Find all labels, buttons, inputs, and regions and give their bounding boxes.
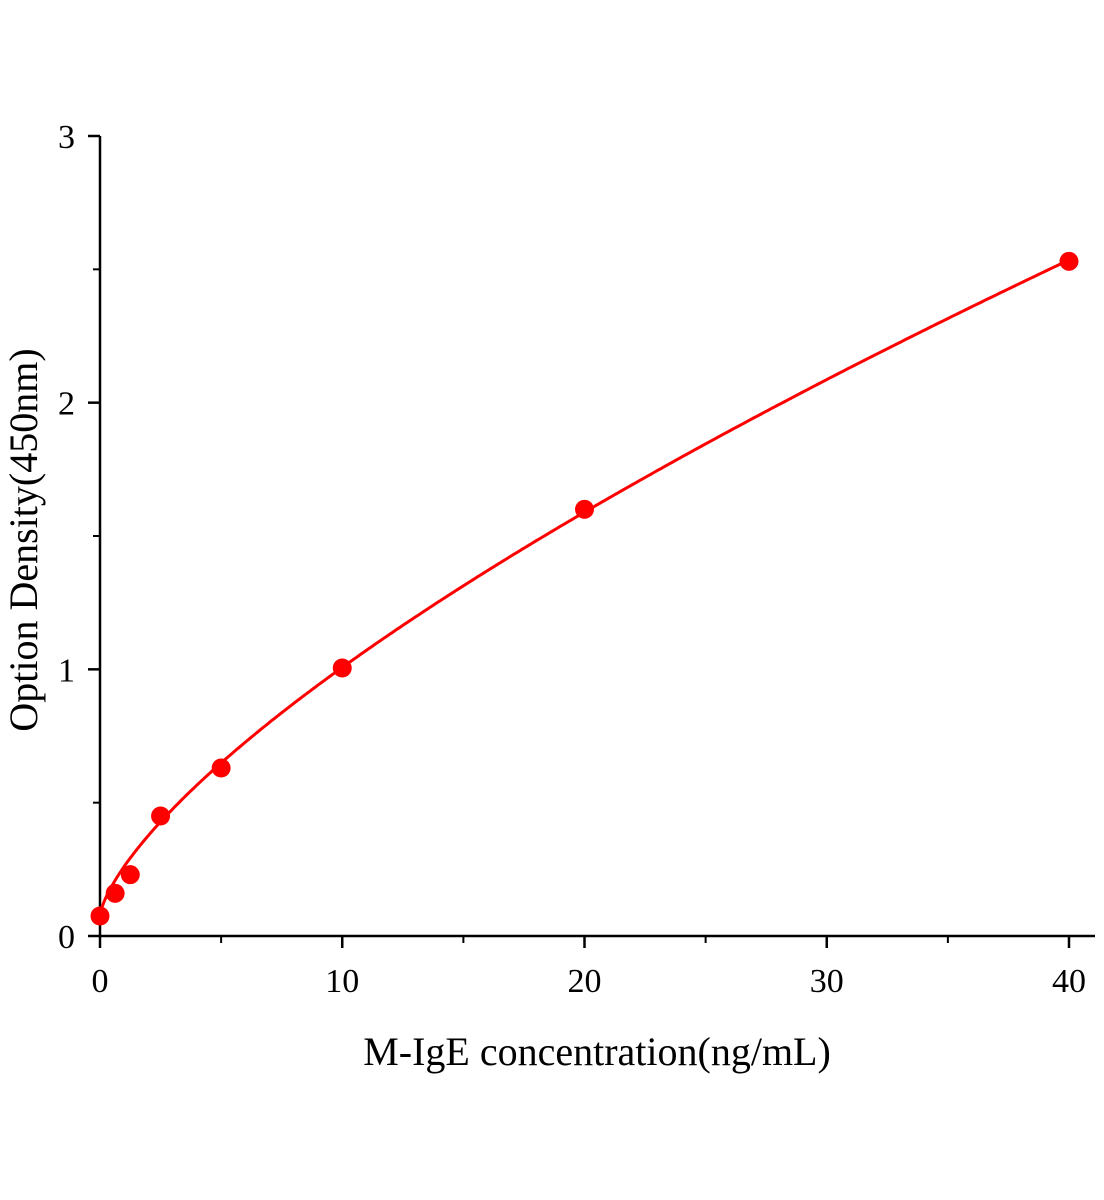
y-tick-label: 2 bbox=[58, 386, 75, 423]
data-points bbox=[90, 251, 1079, 926]
x-tick-label: 40 bbox=[1052, 963, 1086, 1000]
x-tick-label: 10 bbox=[325, 963, 359, 1000]
y-tick-label: 0 bbox=[58, 919, 75, 956]
data-point bbox=[332, 658, 352, 678]
y-tick-label: 1 bbox=[58, 652, 75, 689]
x-tick-label: 30 bbox=[810, 963, 844, 1000]
data-point bbox=[120, 865, 140, 885]
data-point bbox=[151, 806, 171, 826]
x-tick-label: 20 bbox=[568, 963, 602, 1000]
y-axis-label: Option Density(450nm) bbox=[1, 348, 46, 731]
data-point bbox=[211, 758, 231, 778]
data-point bbox=[575, 499, 594, 519]
ticks: 0 10 20 30 40 0 1 2 3 bbox=[58, 119, 1086, 1000]
data-point bbox=[105, 883, 125, 903]
data-point bbox=[90, 906, 110, 926]
x-axis-label: M-IgE concentration(ng/mL) bbox=[363, 1029, 831, 1074]
x-tick-label: 0 bbox=[92, 963, 109, 1000]
data-point bbox=[1059, 251, 1079, 271]
axes bbox=[98, 136, 1095, 938]
y-tick-label: 3 bbox=[58, 119, 75, 156]
fit-curve bbox=[98, 258, 1070, 917]
